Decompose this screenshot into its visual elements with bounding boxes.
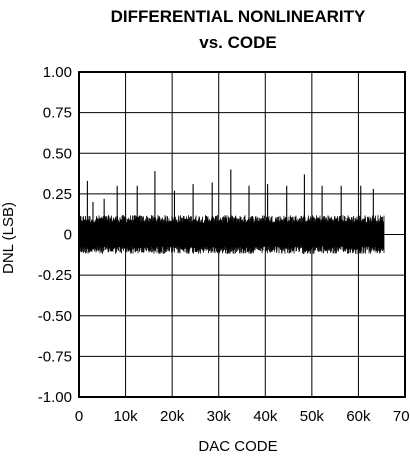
y-axis-label: DNL (LSB) [0,202,17,274]
x-tick-label: 0 [75,408,83,425]
x-tick-label: 20k [160,408,185,425]
y-tick-label: 1.00 [43,64,72,81]
plot-frame [78,71,406,398]
x-tick-label: 30k [207,408,232,425]
y-tick-label: 0 [64,227,72,244]
x-tick-label: 50k [300,408,325,425]
x-tick-label: 40k [253,408,278,425]
y-tick-label: -0.25 [38,267,72,284]
y-tick-label: 0.25 [43,186,72,203]
tick-labels: 010k20k30k40k50k60k70k1.000.750.500.250-… [38,64,410,425]
x-tick-label: 60k [346,408,371,425]
x-tick-label: 10k [113,408,138,425]
y-tick-label: 0.50 [43,145,72,162]
y-tick-label: 0.75 [43,105,72,122]
dnl-noise-band [78,215,385,254]
x-axis-label: DAC CODE [198,438,277,455]
y-tick-label: -0.50 [38,308,72,325]
dnl-series [78,169,385,254]
x-tick-label: 70k [393,408,410,425]
chart-title: DIFFERENTIAL NONLINEARITY [111,7,366,26]
y-tick-label: -1.00 [38,389,72,406]
chart-subtitle: vs. CODE [199,33,276,52]
y-tick-label: -0.75 [38,348,72,365]
